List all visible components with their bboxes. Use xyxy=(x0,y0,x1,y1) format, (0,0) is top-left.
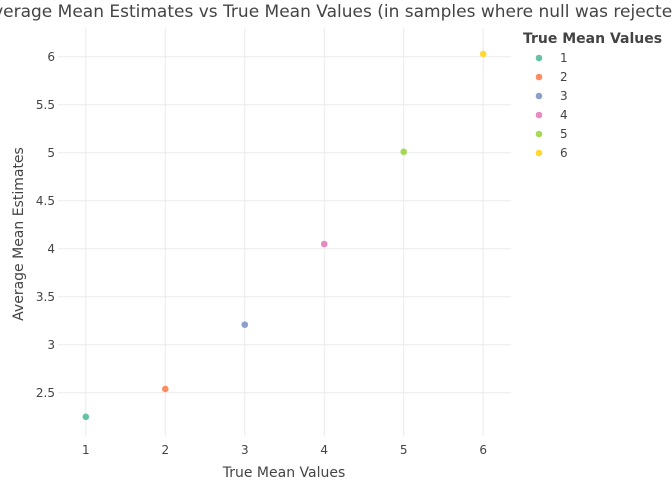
legend-marker[interactable] xyxy=(535,130,543,138)
y-axis-ticks: 2.5 3 3.5 4 4.5 5 5.5 6 xyxy=(36,50,55,400)
legend-label[interactable]: 1 xyxy=(560,51,568,65)
x-tick-label: 5 xyxy=(400,443,408,457)
legend-label[interactable]: 3 xyxy=(560,89,568,103)
y-tick-label: 5.5 xyxy=(36,98,55,112)
legend-label[interactable]: 5 xyxy=(560,127,568,141)
legend-marker[interactable] xyxy=(535,149,543,157)
legend-title: True Mean Values xyxy=(523,31,662,47)
legend-marker[interactable] xyxy=(535,54,543,62)
y-tick-label: 4.5 xyxy=(36,194,55,208)
y-tick-label: 5 xyxy=(47,146,55,160)
data-points xyxy=(82,50,487,421)
x-tick-label: 2 xyxy=(161,443,169,457)
grid xyxy=(58,28,511,436)
y-tick-label: 2.5 xyxy=(36,386,55,400)
chart-title: Average Mean Estimates vs True Mean Valu… xyxy=(0,2,672,22)
y-tick-label: 3.5 xyxy=(36,290,55,304)
legend-label[interactable]: 4 xyxy=(560,108,568,122)
data-point[interactable] xyxy=(479,50,487,58)
legend-marker[interactable] xyxy=(535,92,543,100)
y-tick-label: 4 xyxy=(47,242,55,256)
data-point[interactable] xyxy=(161,385,169,393)
x-axis-ticks: 1 2 3 4 5 6 xyxy=(82,443,487,457)
x-tick-label: 4 xyxy=(320,443,328,457)
x-axis-title: True Mean Values xyxy=(222,465,346,480)
legend-marker[interactable] xyxy=(535,111,543,119)
legend: True Mean Values 1 2 3 4 5 6 xyxy=(523,31,662,160)
x-tick-label: 6 xyxy=(479,443,487,457)
y-tick-label: 3 xyxy=(47,338,55,352)
data-point[interactable] xyxy=(400,148,408,156)
y-axis-title: Average Mean Estimates xyxy=(11,147,27,321)
x-tick-label: 3 xyxy=(241,443,249,457)
legend-marker[interactable] xyxy=(535,73,543,81)
x-tick-label: 1 xyxy=(82,443,90,457)
data-point[interactable] xyxy=(82,413,90,421)
data-point[interactable] xyxy=(320,240,328,248)
legend-label[interactable]: 6 xyxy=(560,146,568,160)
data-point[interactable] xyxy=(241,321,249,328)
legend-items: 1 2 3 4 5 6 xyxy=(535,51,568,160)
y-tick-label: 6 xyxy=(47,50,55,64)
legend-label[interactable]: 2 xyxy=(560,70,568,84)
